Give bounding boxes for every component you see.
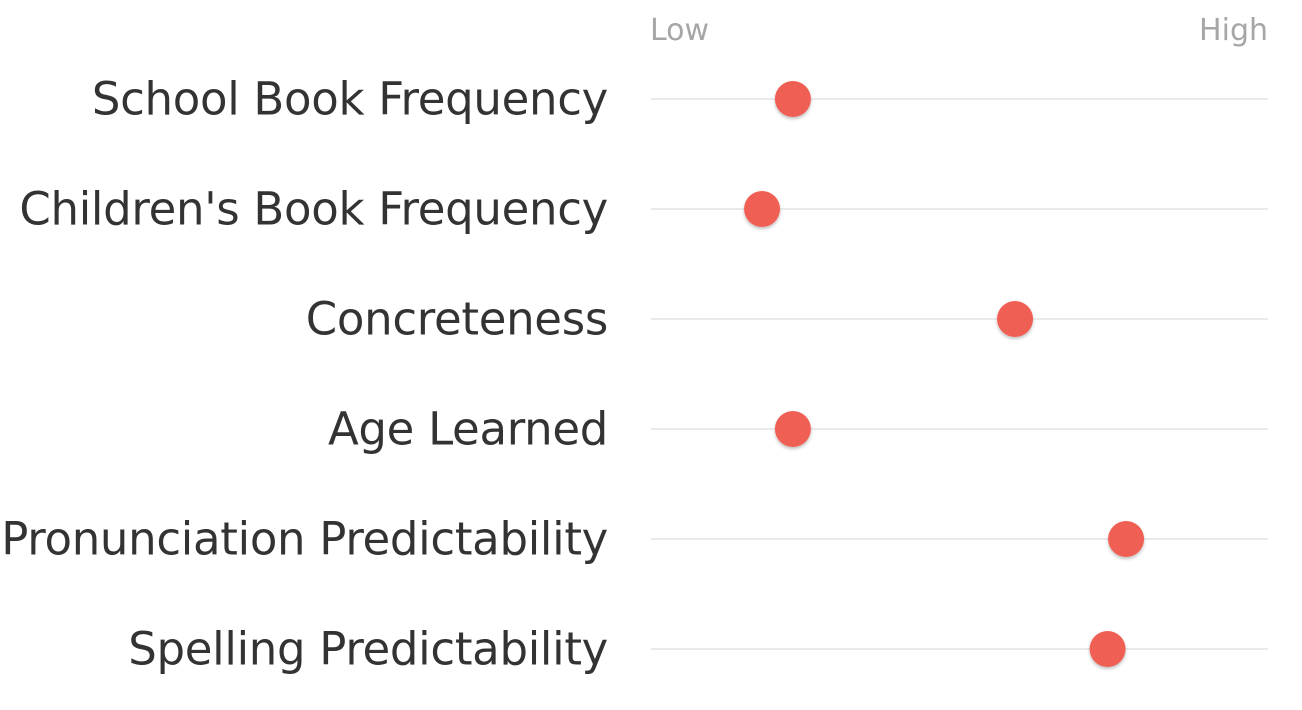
- row-label: School Book Frequency: [91, 72, 608, 126]
- data-point: [774, 81, 811, 117]
- data-point: [1108, 521, 1145, 557]
- data-point: [1089, 631, 1126, 667]
- data-point: [744, 191, 781, 227]
- data-point: [997, 301, 1034, 337]
- data-point: [774, 411, 811, 447]
- scale-low-label: Low: [650, 13, 710, 48]
- row-label: Children's Book Frequency: [19, 182, 608, 236]
- row-label: Concreteness: [305, 292, 609, 346]
- data-points: [744, 81, 1145, 667]
- row-label: Age Learned: [327, 402, 608, 456]
- row-label: Pronunciation Predictability: [1, 512, 608, 566]
- row-tracks: [651, 98, 1268, 650]
- scale-high-label: High: [1199, 13, 1268, 48]
- row-label: Spelling Predictability: [128, 622, 608, 676]
